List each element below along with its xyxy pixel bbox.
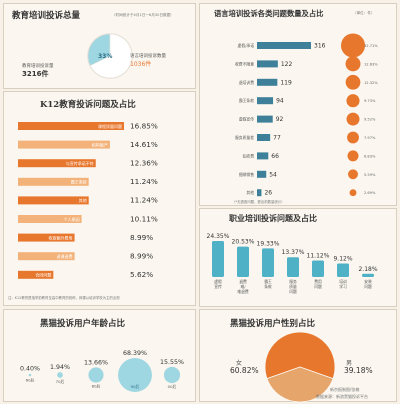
credit-line2: 数据来源：新浪黑猫投诉平台 [316,394,368,399]
language-title: 语言培训投诉各类问题数量及占比 [214,9,324,18]
age-panel [3,309,196,402]
language-footnote: （*无退费问题、退出前数量统计） [232,200,285,204]
gender-male-label: 男 [346,360,353,367]
total-right-label: 语言培训投诉数量 [130,54,166,59]
age-title: 黑猫投诉用户年龄占比 [40,319,126,329]
total-left-label: 教育培训投诉量 [22,64,54,69]
k12-footnote: 注：K12教育是指学前教育至高中教育的统称，网课以培训学校为主的出现 [8,296,120,300]
gender-male-value: 39.18% [344,366,373,375]
gender-female-value: 60.82% [230,366,259,375]
total-note: （时间统计于4月1日一6月30日数据） [112,13,174,17]
total-right-value: 1036件 [130,61,152,68]
language-subtitle: （单位：件） [353,11,375,15]
k12-panel [3,91,196,306]
credit-line1: 新京报制图/张楠 [330,387,360,392]
language-panel [199,3,397,206]
vocational-title: 职业培训投诉问题及占比 [229,213,317,223]
gender-title: 黑猫投诉用户性别占比 [230,319,316,329]
total-title: 教育培训投诉总量 [12,11,81,21]
gender-female-label: 女 [236,360,243,367]
total-left-value: 3216件 [22,70,49,78]
k12-title: K12教育投诉问题及占比 [40,100,136,110]
